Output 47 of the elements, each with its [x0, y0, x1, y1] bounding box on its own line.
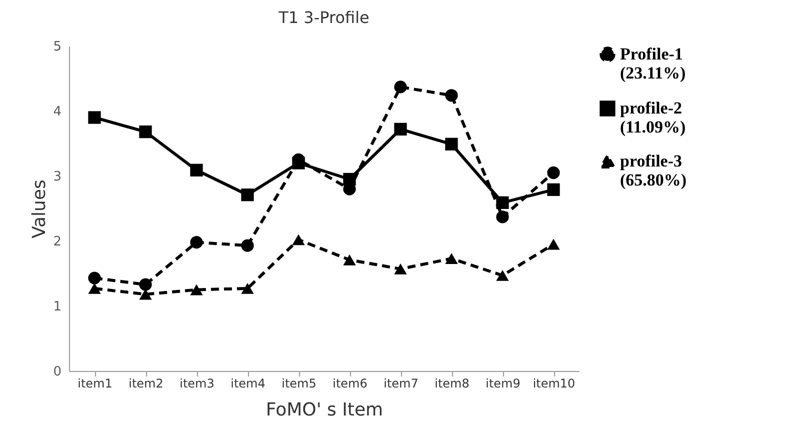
x-tick-label: item7: [384, 376, 418, 390]
y-tick-label: 4: [53, 104, 62, 120]
point: [241, 282, 254, 294]
point: [190, 284, 203, 296]
y-axis-title: Values: [29, 180, 50, 238]
x-tick-label: item10: [532, 376, 576, 390]
y-tick-label: 0: [53, 364, 62, 380]
x-tick-label: item2: [128, 376, 164, 390]
y-tick-label: 5: [53, 40, 62, 54]
point: [496, 270, 509, 281]
legend-label: profile-3 (65.80%): [620, 152, 687, 190]
x-tick-label: item8: [434, 376, 470, 390]
x-tick-label: item5: [282, 376, 316, 390]
point: [343, 254, 356, 266]
x-axis-title: FoMO' s Item: [266, 400, 384, 420]
point: [241, 239, 254, 252]
point: [496, 196, 509, 209]
y-tick-label: 2: [53, 234, 62, 250]
x-tick-label: item3: [180, 376, 214, 390]
point: [445, 138, 458, 150]
point: [88, 111, 101, 124]
y-tick-label: 3: [53, 170, 62, 184]
point: [88, 282, 101, 294]
x-tick-label: item1: [78, 376, 112, 390]
legend-label: profile-2 (11.09%): [620, 98, 686, 136]
point: [394, 80, 407, 94]
x-tick-label: item9: [486, 376, 520, 390]
point: [445, 253, 458, 264]
point: [241, 188, 254, 202]
chart-title: T1 3-Profile: [278, 8, 370, 27]
point: [190, 236, 203, 249]
x-tick-label: item6: [332, 376, 368, 390]
point: [139, 125, 152, 138]
point: [190, 164, 203, 176]
x-tick-label: item4: [230, 376, 266, 390]
point: [496, 210, 509, 224]
point: [394, 122, 407, 136]
point: [547, 238, 560, 250]
point: [547, 166, 560, 180]
point: [292, 234, 305, 246]
point: [394, 263, 407, 274]
point: [445, 89, 458, 102]
point: [547, 183, 560, 196]
point: [139, 278, 152, 291]
y-tick-label: 1: [53, 300, 62, 314]
legend-label: Profile-1 (23.11%): [620, 44, 686, 82]
point: [88, 272, 101, 284]
